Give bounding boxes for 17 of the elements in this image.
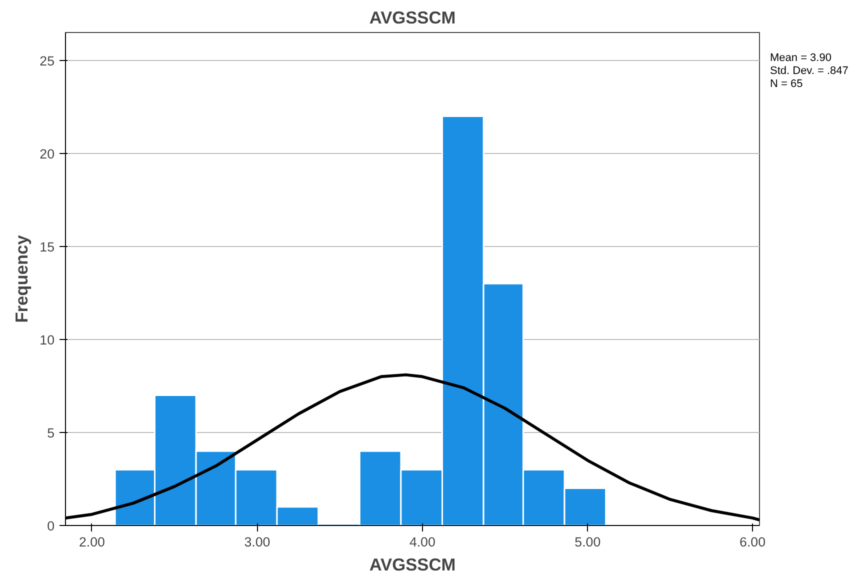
text: Mean = 3.90	[770, 52, 832, 64]
y-tick-label: 20	[40, 146, 55, 162]
chart-title: AVGSSCM	[369, 8, 456, 28]
text: Std. Dev. = .847	[770, 65, 848, 77]
y-tick-label: 0	[47, 518, 55, 534]
x-tick-label: 3.00	[244, 534, 270, 550]
x-tick-label: 6.00	[740, 534, 766, 550]
y-tick-label: 10	[40, 332, 55, 348]
x-tick-label: 2.00	[78, 534, 105, 550]
text: N = 65	[770, 78, 803, 90]
y-axis-title: Frequency	[12, 234, 32, 323]
y-tick-label: 25	[40, 53, 55, 68]
x-tick-label: 4.00	[409, 534, 436, 550]
x-axis-title: AVGSSCM	[369, 554, 456, 574]
x-tick-label: 5.00	[574, 534, 601, 550]
y-tick-label: 15	[40, 239, 55, 254]
y-tick-label: 5	[47, 425, 55, 440]
